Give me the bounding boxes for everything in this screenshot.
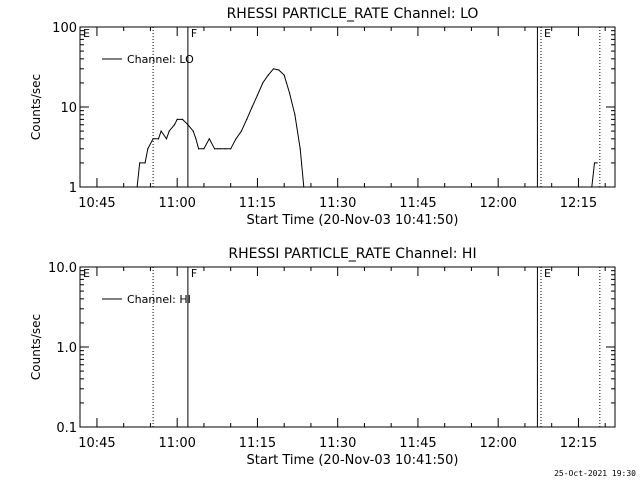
data-point	[288, 92, 291, 94]
data-point	[208, 138, 210, 140]
data-point	[593, 162, 596, 164]
x-axis-label: Start Time (20-Nov-03 10:41:50)	[247, 453, 459, 468]
data-point	[160, 130, 162, 132]
y-tick-label: 10.0	[48, 261, 77, 276]
data-point	[192, 130, 194, 132]
data-point	[251, 106, 253, 108]
data-point	[278, 69, 280, 71]
plot-frame	[79, 26, 616, 188]
data-point	[240, 130, 242, 132]
data-point	[139, 162, 141, 164]
y-tick-label: 100	[52, 21, 77, 36]
data-point	[176, 118, 178, 120]
data-point	[136, 186, 138, 188]
x-tick-label: 11:00	[158, 196, 195, 211]
data-point	[256, 94, 259, 96]
x-tick-label: 11:30	[319, 436, 356, 451]
data-point	[173, 124, 176, 126]
plot-frame	[79, 266, 616, 428]
data-point	[294, 114, 296, 116]
data-point	[262, 82, 264, 84]
data-point	[157, 138, 160, 140]
series-line	[591, 162, 598, 188]
series-line	[136, 68, 305, 188]
marker-label: F	[191, 27, 197, 40]
x-tick-label: 12:15	[560, 196, 597, 211]
marker-label: E	[544, 27, 551, 40]
x-tick-label: 12:00	[479, 196, 516, 211]
data-point	[195, 138, 197, 140]
data-point	[267, 74, 269, 76]
data-point	[230, 148, 232, 150]
x-tick-label: 10:45	[78, 436, 115, 451]
x-tick-label: 12:00	[479, 436, 516, 451]
data-point	[152, 138, 154, 140]
x-axis-label: Start Time (20-Nov-03 10:41:50)	[247, 213, 459, 228]
y-axis-label: Counts/sec	[29, 314, 43, 380]
y-tick-label: 10	[60, 101, 77, 116]
marker-label: F	[191, 267, 197, 280]
x-tick-label: 10:45	[78, 196, 115, 211]
legend-label: Channel: HI	[127, 293, 191, 306]
data-point	[168, 130, 170, 132]
y-tick-label: 1.0	[56, 341, 77, 356]
chart-title: RHESSI PARTICLE_RATE Channel: HI	[228, 246, 476, 262]
chart-title: RHESSI PARTICLE_RATE Channel: LO	[227, 6, 479, 22]
y-tick-label: 1	[69, 181, 77, 196]
y-tick-label: 0.1	[56, 421, 77, 436]
x-tick-label: 12:15	[560, 436, 597, 451]
data-point	[147, 148, 149, 150]
x-tick-label: 11:30	[319, 196, 356, 211]
data-point	[197, 148, 200, 150]
x-tick-label: 11:15	[239, 436, 276, 451]
data-point	[214, 148, 216, 150]
marker-label: E	[544, 267, 551, 280]
x-tick-label: 11:45	[399, 196, 436, 211]
data-point	[272, 68, 275, 70]
plot-timestamp: 25-Oct-2021 19:30	[554, 469, 636, 478]
legend-label: Channel: LO	[127, 53, 194, 66]
chart-panel-2: RHESSI PARTICLE_RATE Channel: HI Counts/s…	[29, 246, 616, 468]
data-point	[187, 124, 189, 126]
data-point	[144, 162, 146, 164]
chart-panel-1: RHESSI PARTICLE_RATE Channel: LO Counts/s…	[29, 6, 616, 228]
marker-label: E	[83, 27, 90, 40]
data-point	[591, 186, 593, 188]
data-point	[246, 118, 248, 120]
data-point	[303, 186, 305, 188]
x-tick-label: 11:00	[158, 436, 195, 451]
data-point	[596, 162, 598, 164]
data-point	[219, 148, 221, 150]
data-point	[203, 148, 205, 150]
y-axis-label: Counts/sec	[29, 74, 43, 140]
data-point	[224, 148, 226, 150]
data-point	[299, 148, 301, 150]
data-point	[165, 138, 168, 140]
data-point	[235, 138, 237, 140]
marker-label: E	[83, 267, 90, 280]
x-tick-label: 11:15	[239, 196, 276, 211]
data-point	[216, 148, 218, 150]
data-point	[283, 74, 285, 76]
x-tick-label: 11:45	[399, 436, 436, 451]
data-point	[181, 118, 184, 120]
